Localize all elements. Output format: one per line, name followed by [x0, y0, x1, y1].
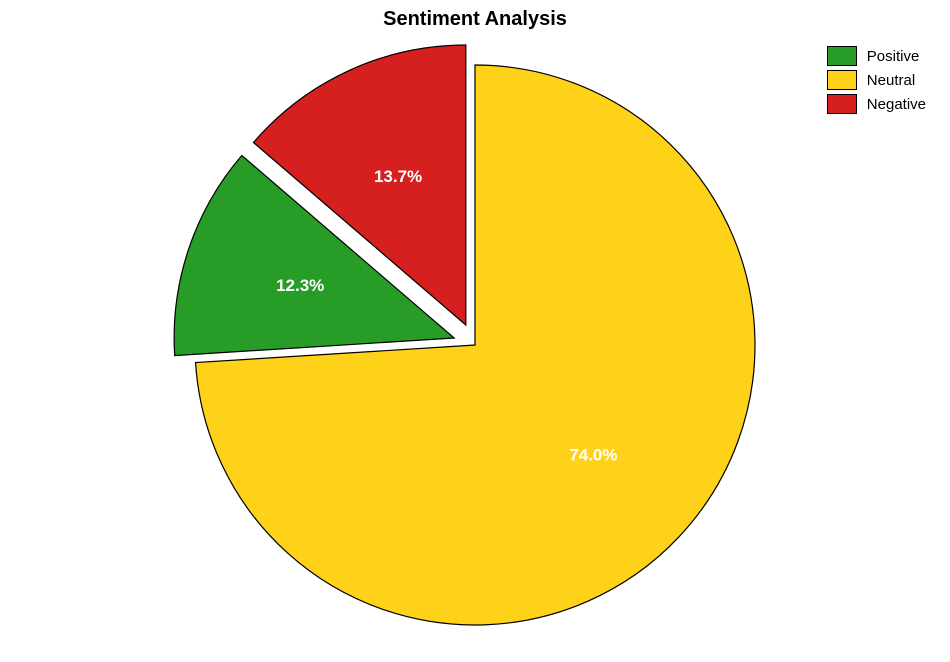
legend-label-negative: Negative: [867, 96, 926, 113]
legend-label-neutral: Neutral: [867, 72, 915, 89]
legend: Positive Neutral Negative: [827, 46, 926, 118]
pie-slice-label-positive: 12.3%: [276, 276, 324, 295]
legend-item-negative: Negative: [827, 94, 926, 114]
legend-swatch-neutral: [827, 70, 857, 90]
legend-item-neutral: Neutral: [827, 70, 926, 90]
pie-slice-label-neutral: 74.0%: [569, 446, 617, 465]
pie-svg: 74.0% 12.3% 13.7%: [0, 0, 950, 662]
pie-slice-label-negative: 13.7%: [374, 167, 422, 186]
legend-item-positive: Positive: [827, 46, 926, 66]
legend-swatch-negative: [827, 94, 857, 114]
sentiment-pie-chart: Sentiment Analysis 74.0%12.3%13.7% Posit…: [0, 0, 950, 662]
legend-label-positive: Positive: [867, 48, 920, 65]
legend-swatch-positive: [827, 46, 857, 66]
